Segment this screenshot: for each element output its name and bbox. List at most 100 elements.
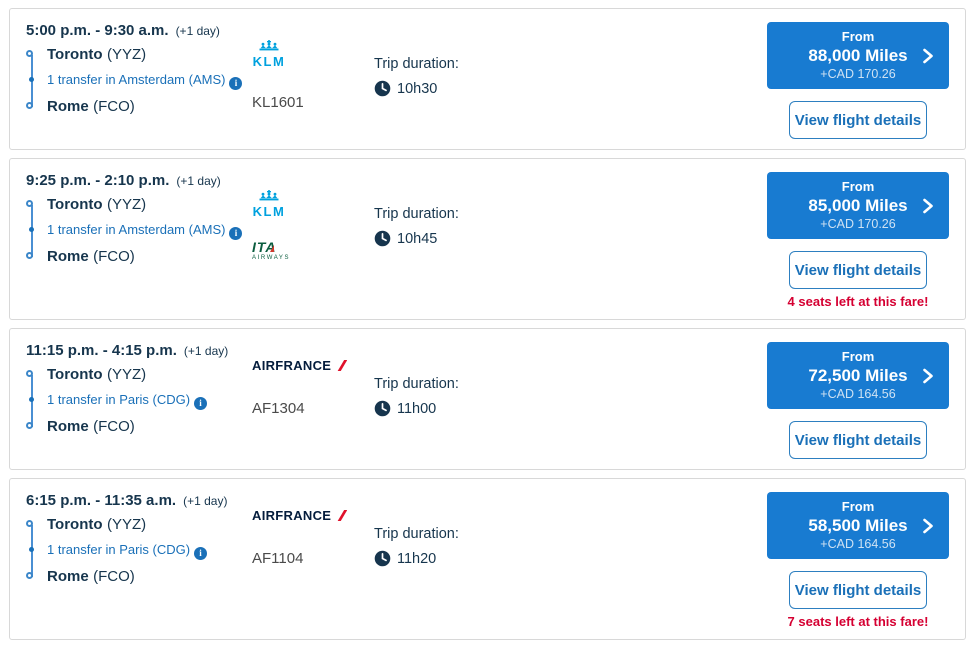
price-button[interactable]: From 85,000 Miles +CAD 170.26: [767, 172, 949, 239]
chevron-right-icon: [923, 518, 933, 534]
flight-card: 11:15 p.m. - 4:15 p.m. (+1 day) Toronto (…: [9, 328, 966, 470]
price-from-label: From: [841, 349, 875, 364]
times-text: 9:25 p.m. - 2:10 p.m.: [26, 172, 170, 189]
duration-column: Trip duration: 10h30: [374, 22, 767, 97]
destination-code: (FCO): [93, 97, 135, 115]
airline-column: AIRFRANCE AF1304: [252, 342, 374, 417]
destination-marker-icon: [26, 101, 33, 109]
air-france-swoosh-icon: [337, 360, 348, 371]
flight-number: KL1601: [252, 94, 304, 111]
transfer-marker-icon: [29, 547, 34, 552]
clock-icon: [374, 400, 391, 417]
air-france-logo: AIRFRANCE: [252, 508, 374, 523]
view-flight-details-button[interactable]: View flight details: [789, 421, 927, 459]
klm-crown-icon: [259, 40, 279, 51]
klm-logo: KLM: [252, 38, 286, 69]
destination-marker-icon: [26, 571, 33, 579]
duration-column: Trip duration: 11h20: [374, 492, 767, 567]
origin-stop: Toronto (YYZ): [26, 364, 252, 386]
chevron-right-icon: [923, 198, 933, 214]
transfer-info: 1 transfer in Amsterdam (AMS) i: [26, 222, 252, 240]
klm-logo: KLM: [252, 188, 286, 219]
origin-code: (YYZ): [107, 196, 147, 213]
ita-airways-logo: ITA AIRWAYS: [252, 240, 374, 261]
price-taxes: +CAD 170.26: [820, 217, 896, 231]
destination-stop: Rome (FCO): [26, 416, 252, 438]
flight-number: AF1104: [252, 550, 304, 567]
airline-column: KLM ITA AIRWAYS: [252, 172, 374, 261]
price-from-label: From: [841, 499, 875, 514]
origin-code: (YYZ): [107, 516, 147, 533]
klm-logo-text: KLM: [252, 54, 286, 69]
origin-city: Toronto: [47, 516, 103, 533]
price-button[interactable]: From 58,500 Miles +CAD 164.56: [767, 492, 949, 559]
transfer-text: 1 transfer in Amsterdam (AMS): [47, 222, 226, 237]
klm-logo-text: KLM: [252, 204, 286, 219]
info-icon[interactable]: i: [194, 396, 208, 410]
chevron-right-icon: [923, 368, 933, 384]
times-text: 11:15 p.m. - 4:15 p.m.: [26, 342, 177, 359]
plus-day-label: (+1 day): [176, 174, 221, 188]
origin-stop: Toronto (YYZ): [26, 44, 252, 66]
trip-duration-label: Trip duration:: [374, 56, 459, 72]
plus-day-label: (+1 day): [183, 494, 228, 508]
origin-city: Toronto: [47, 366, 103, 383]
route-timeline: Toronto (YYZ) 1 transfer in Amsterdam (A…: [26, 194, 252, 268]
ita-red-wedge-icon: [269, 245, 274, 252]
transfer-marker-icon: [29, 227, 34, 232]
origin-marker-icon: [26, 50, 33, 57]
destination-code: (FCO): [93, 567, 135, 585]
transfer-text: 1 transfer in Paris (CDG): [47, 392, 191, 407]
origin-marker-icon: [26, 370, 33, 377]
itinerary: 11:15 p.m. - 4:15 p.m. (+1 day) Toronto (…: [26, 342, 252, 438]
flight-times: 6:15 p.m. - 11:35 a.m. (+1 day): [26, 492, 252, 509]
duration-column: Trip duration: 10h45: [374, 172, 767, 247]
clock-icon: [374, 550, 391, 567]
origin-marker-icon: [26, 520, 33, 527]
itinerary: 9:25 p.m. - 2:10 p.m. (+1 day) Toronto (Y…: [26, 172, 252, 268]
origin-city: Toronto: [47, 196, 103, 213]
info-icon[interactable]: i: [229, 76, 243, 90]
origin-marker-icon: [26, 200, 33, 207]
destination-code: (FCO): [93, 417, 135, 435]
times-text: 5:00 p.m. - 9:30 a.m.: [26, 22, 169, 39]
price-miles: 72,500 Miles: [808, 366, 908, 385]
price-miles: 85,000 Miles: [808, 196, 908, 215]
info-icon[interactable]: i: [229, 226, 243, 240]
cta-column: From 85,000 Miles +CAD 170.26 View fligh…: [767, 172, 949, 309]
plus-day-label: (+1 day): [183, 344, 229, 358]
transfer-info: 1 transfer in Paris (CDG) i: [26, 542, 252, 560]
destination-marker-icon: [26, 251, 33, 259]
view-flight-details-button[interactable]: View flight details: [789, 101, 927, 139]
klm-crown-icon: [259, 190, 279, 201]
flight-times: 9:25 p.m. - 2:10 p.m. (+1 day): [26, 172, 252, 189]
clock-icon: [374, 230, 391, 247]
origin-city: Toronto: [47, 46, 103, 63]
air-france-logo: AIRFRANCE: [252, 358, 374, 373]
duration-column: Trip duration: 11h00: [374, 342, 767, 417]
price-button[interactable]: From 88,000 Miles +CAD 170.26: [767, 22, 949, 89]
origin-stop: Toronto (YYZ): [26, 514, 252, 536]
price-from-label: From: [841, 29, 875, 44]
flight-card: 6:15 p.m. - 11:35 a.m. (+1 day) Toronto (…: [9, 478, 966, 640]
plus-day-label: (+1 day): [175, 24, 220, 38]
airline-column: AIRFRANCE AF1104: [252, 492, 374, 567]
flight-times: 5:00 p.m. - 9:30 a.m. (+1 day): [26, 22, 252, 39]
transfer-text: 1 transfer in Amsterdam (AMS): [47, 72, 226, 87]
price-miles: 58,500 Miles: [808, 516, 908, 535]
itinerary: 5:00 p.m. - 9:30 a.m. (+1 day) Toronto (Y…: [26, 22, 252, 118]
air-france-swoosh-icon: [337, 510, 348, 521]
duration-value: 11h00: [397, 400, 437, 417]
destination-marker-icon: [26, 421, 33, 429]
cta-column: From 88,000 Miles +CAD 170.26 View fligh…: [767, 22, 949, 139]
origin-stop: Toronto (YYZ): [26, 194, 252, 216]
seats-left-warning: 4 seats left at this fare!: [787, 294, 929, 309]
price-miles: 88,000 Miles: [808, 46, 908, 65]
price-button[interactable]: From 72,500 Miles +CAD 164.56: [767, 342, 949, 409]
destination-city: Rome: [47, 567, 89, 585]
view-flight-details-button[interactable]: View flight details: [789, 251, 927, 289]
price-taxes: +CAD 170.26: [820, 67, 896, 81]
info-icon[interactable]: i: [194, 546, 208, 560]
view-flight-details-button[interactable]: View flight details: [789, 571, 927, 609]
origin-code: (YYZ): [107, 366, 147, 383]
